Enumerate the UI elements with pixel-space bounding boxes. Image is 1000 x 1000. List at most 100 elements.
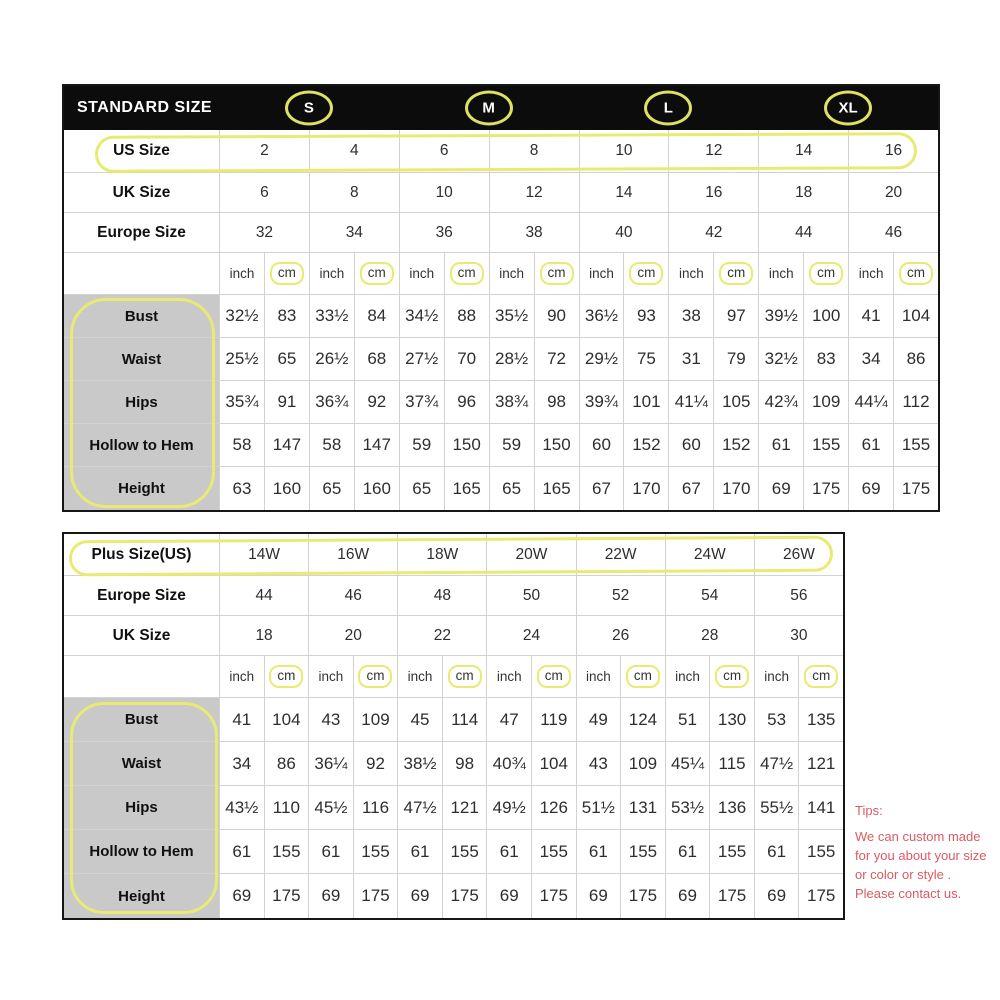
- measurement-cell: 101: [623, 381, 668, 423]
- measurement-cell: 69: [664, 874, 710, 918]
- cm-unit-cell: cm: [441, 656, 487, 697]
- inch-unit-cell: inch: [219, 253, 264, 294]
- cm-highlight-box: cm: [358, 665, 393, 688]
- measurement-cell: 45¼: [664, 742, 710, 785]
- measurement-cell: 170: [623, 467, 668, 510]
- measurement-cell: 60: [578, 424, 624, 466]
- measurement-cell: 49½: [486, 786, 531, 829]
- cm-highlight-box: cm: [804, 665, 839, 688]
- measurement-cell: 67: [578, 467, 624, 510]
- measurement-cell: 61: [308, 830, 353, 873]
- size-cell: 16W: [308, 534, 397, 575]
- size-cell: 46: [308, 576, 397, 615]
- plus-size-body: Plus Size(US) 14W 16W 18W 20W 22W 24W 26W Europe…: [64, 534, 843, 918]
- measurement-cell: 112: [893, 381, 938, 423]
- size-cell: 18W: [397, 534, 486, 575]
- tips-line: for you about your size: [855, 848, 987, 863]
- size-cell: 24W: [664, 534, 754, 575]
- measurement-cell: 104: [531, 742, 576, 785]
- measurement-cell: 58: [219, 424, 264, 466]
- measurement-cell: 124: [620, 698, 665, 741]
- measurement-cell: 126: [531, 786, 576, 829]
- measurement-cell: 152: [713, 424, 758, 466]
- size-cell: 46: [848, 213, 938, 252]
- measurement-cell: 51: [664, 698, 710, 741]
- measurement-cell: 160: [263, 467, 309, 510]
- size-group-circle-m: M: [464, 90, 513, 126]
- measurement-cell: 155: [798, 830, 843, 873]
- measurement-cell: 83: [803, 338, 848, 380]
- size-cell: 14W: [219, 534, 308, 575]
- cm-highlight-box: cm: [269, 665, 304, 688]
- cm-unit-cell: cm: [263, 656, 309, 697]
- measurement-cell: 68: [353, 338, 399, 380]
- size-cell: 36: [398, 213, 489, 252]
- measurement-cell: 155: [893, 424, 938, 466]
- measurement-cell: 40¾: [486, 742, 531, 785]
- measurement-cell: 155: [620, 830, 665, 873]
- size-row: Plus Size(US) 14W 16W 18W 20W 22W 24W 26W: [64, 534, 843, 576]
- cm-unit-cell: cm: [713, 253, 758, 294]
- measurement-cell: 69: [486, 874, 531, 918]
- cm-highlight-box: cm: [809, 262, 844, 285]
- measurement-cell: 27½: [398, 338, 444, 380]
- cm-unit-cell: cm: [623, 253, 668, 294]
- size-cell: 42: [668, 213, 758, 252]
- measurement-cell: 105: [713, 381, 758, 423]
- measurement-cell: 121: [441, 786, 487, 829]
- measurement-cell: 35½: [488, 295, 534, 337]
- cm-highlight-box: cm: [447, 665, 482, 688]
- measurement-cell: 38½: [397, 742, 442, 785]
- size-cell: 12: [488, 173, 579, 212]
- inch-unit-cell: inch: [753, 656, 799, 697]
- tips-line: or color or style .: [855, 867, 952, 882]
- inch-unit-cell: inch: [397, 656, 442, 697]
- measurement-cell: 110: [263, 786, 309, 829]
- measurement-label: Waist: [64, 742, 219, 785]
- measurement-row: Hollow to Hem 61 155 61 155 61 155 61 155 61 155 61…: [64, 830, 843, 874]
- cm-unit-cell: cm: [531, 656, 576, 697]
- measurement-cell: 175: [263, 874, 309, 918]
- standard-size-table: STANDARD SIZE S M L XL US Size 2 4 6 8 10 12 14 16 U…: [62, 84, 940, 512]
- inch-unit-cell: inch: [848, 253, 893, 294]
- measurement-cell: 155: [263, 830, 309, 873]
- size-cell: 34: [308, 213, 399, 252]
- standard-size-body: US Size 2 4 6 8 10 12 14 16 UK Size 6 8 10 12 14 16 18 20…: [64, 130, 938, 510]
- measurement-cell: 165: [443, 467, 489, 510]
- measurement-label: Bust: [64, 295, 219, 337]
- measurement-cell: 45: [397, 698, 442, 741]
- measurement-cell: 69: [397, 874, 442, 918]
- measurement-cell: 49: [575, 698, 621, 741]
- measurement-cell: 72: [533, 338, 579, 380]
- measurement-row: Height 63 160 65 160 65 165 65 165 67 170 67 170 69 17…: [64, 467, 938, 510]
- size-cell: 8: [308, 173, 399, 212]
- measurement-cell: 41¼: [668, 381, 713, 423]
- size-cell: 12: [668, 130, 758, 172]
- measurement-cell: 47: [486, 698, 531, 741]
- measurement-cell: 55½: [753, 786, 799, 829]
- measurement-cell: 59: [398, 424, 444, 466]
- measurement-cell: 70: [443, 338, 489, 380]
- size-cell: 40: [578, 213, 669, 252]
- measurement-cell: 63: [219, 467, 264, 510]
- size-row: Europe Size 44 46 48 50 52 54 56: [64, 576, 843, 616]
- cm-unit-cell: cm: [620, 656, 665, 697]
- measurement-row: Waist 34 86 36¼ 92 38½ 98 40¾ 104 43 109 45¼ 115 47½ 1…: [64, 742, 843, 786]
- cm-highlight-box: cm: [269, 262, 304, 285]
- size-cell: 16: [668, 173, 758, 212]
- measurement-cell: 86: [893, 338, 938, 380]
- measurement-cell: 115: [709, 742, 754, 785]
- measurement-cell: 155: [531, 830, 576, 873]
- measurement-cell: 61: [664, 830, 710, 873]
- measurement-cell: 175: [709, 874, 754, 918]
- measurement-cell: 121: [798, 742, 843, 785]
- measurement-cell: 69: [758, 467, 803, 510]
- measurement-cell: 41: [219, 698, 264, 741]
- cm-highlight-box: cm: [629, 262, 664, 285]
- measurement-cell: 25½: [219, 338, 264, 380]
- measurement-cell: 147: [263, 424, 309, 466]
- measurement-cell: 86: [263, 742, 309, 785]
- size-cell: 20W: [486, 534, 575, 575]
- inch-unit-cell: inch: [219, 656, 264, 697]
- measurement-cell: 119: [531, 698, 576, 741]
